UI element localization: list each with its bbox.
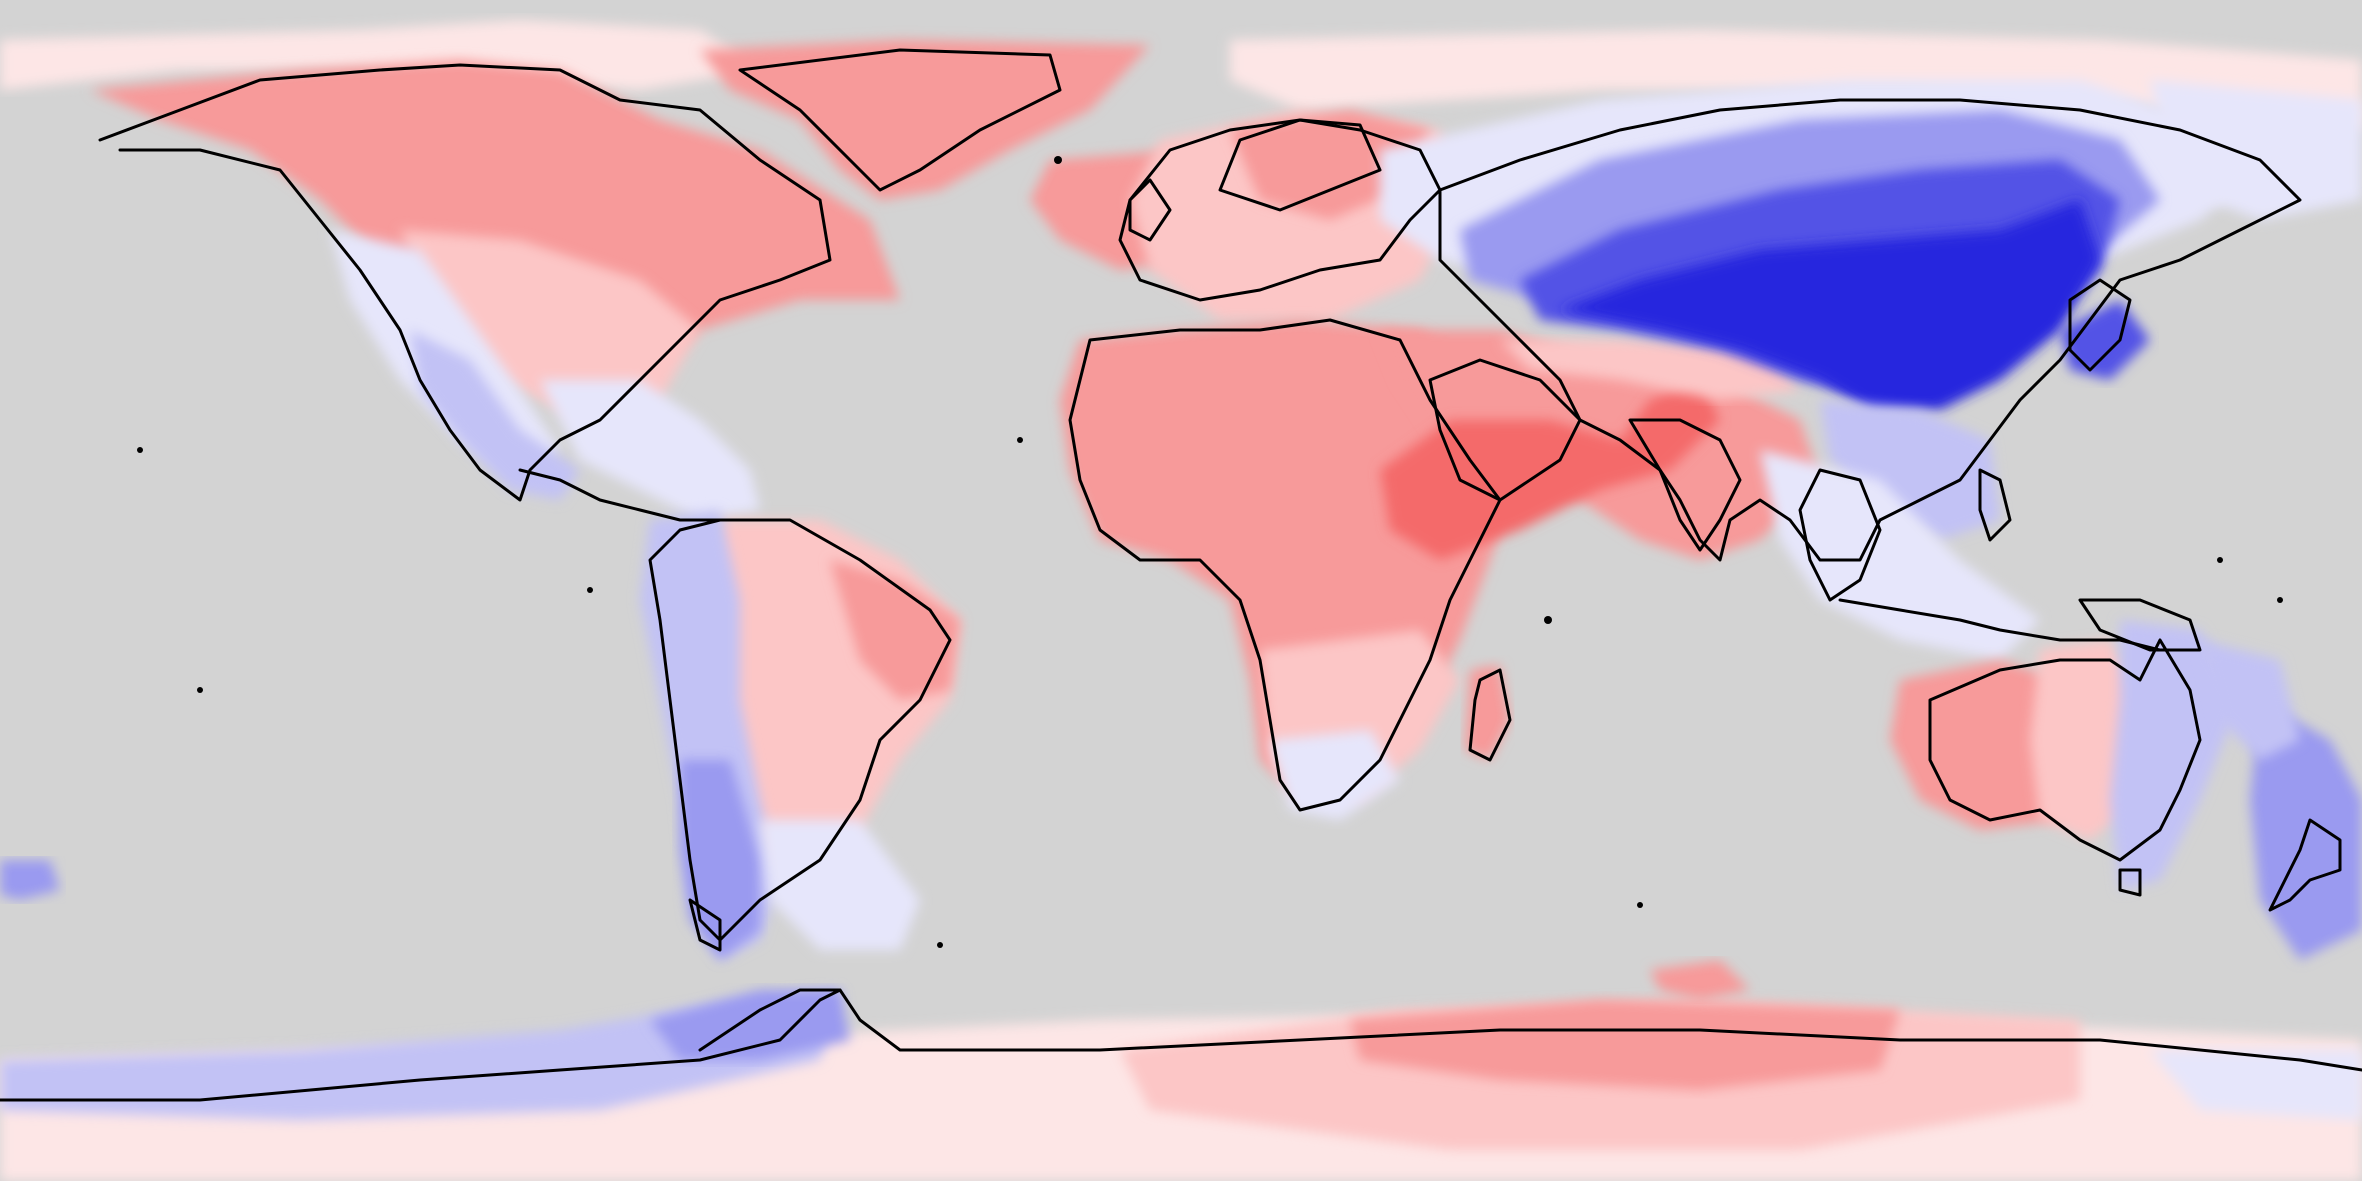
greenland-warm — [700, 40, 1150, 200]
island-dot — [1054, 156, 1062, 164]
far-east-faint-cool — [2150, 80, 2362, 220]
island-dot — [197, 687, 203, 693]
coast-antarctic-peninsula — [698, 988, 842, 1052]
china-south-light-cool — [1820, 400, 2000, 540]
coast-australia — [1928, 638, 2202, 862]
coastlines — [0, 48, 2362, 1102]
coast-philippines — [1978, 468, 2012, 542]
coast-madagascar — [1468, 668, 1512, 762]
antarctic-peninsula-cool — [650, 990, 850, 1060]
arabia-india-strong-warm — [1380, 380, 1720, 560]
madagascar-warm — [1465, 665, 1510, 760]
island-dot — [1544, 616, 1552, 624]
australia-west-warm — [1890, 660, 2080, 830]
southern-cone-faint-cool — [760, 820, 920, 950]
island-dot — [1637, 902, 1643, 908]
coast-central-america — [518, 468, 722, 522]
coast-asia — [1438, 98, 2302, 562]
island-dot — [937, 942, 943, 948]
arctic-faint-warm-band — [0, 20, 760, 90]
himalaya-light-warm — [1500, 340, 1800, 400]
coast-new-zealand — [2268, 818, 2342, 912]
coast-tasmania — [2118, 868, 2142, 897]
central-america-faint-cool — [540, 380, 760, 520]
tasman-light-cool — [2200, 640, 2300, 760]
coast-indochina — [1798, 468, 1882, 602]
coast-uk — [1128, 178, 1172, 242]
island-dot — [1017, 437, 1023, 443]
coast-africa — [1068, 318, 1502, 812]
island-dot — [2217, 557, 2223, 563]
coast-europe — [1118, 118, 1442, 302]
coast-north-america — [98, 63, 832, 502]
brazil-warm — [830, 560, 960, 700]
coast-arabia — [1428, 358, 1582, 502]
mexico-light-cool — [410, 330, 580, 500]
coast-indonesia — [1838, 598, 2162, 652]
island-dots — [137, 156, 2283, 948]
coast-greenland — [738, 48, 1062, 192]
kerguelen-warm — [1650, 960, 1750, 1000]
island-dot — [137, 447, 143, 453]
antarctica-west-light-cool — [0, 990, 840, 1120]
coast-antarctica — [0, 988, 2362, 1102]
coast-scandinavia — [1218, 118, 1382, 212]
coast-south-america — [648, 518, 952, 942]
cape-faint-cool — [1270, 730, 1400, 820]
north-america-warm — [90, 60, 900, 380]
arctic-eurasia-faint-band — [1230, 30, 2362, 130]
japan-strong-cool — [2060, 300, 2150, 380]
north-america-east-light-warm — [400, 230, 700, 420]
island-dot — [587, 587, 593, 593]
antarctica-east-warm — [1350, 1000, 1900, 1090]
south-pacific-cool-patch — [0, 860, 60, 900]
southeast-asia-faint-cool — [1760, 450, 2040, 660]
coast-japan — [2068, 278, 2132, 372]
antarctica-ross-faint-cool — [2150, 1050, 2362, 1120]
australia-east-light-cool — [2110, 620, 2240, 890]
patagonia-cool — [680, 760, 760, 960]
coast-new-guinea — [2078, 598, 2202, 652]
coast-india — [1628, 418, 1742, 552]
coast-tierra-del-fuego — [688, 898, 722, 952]
island-dot — [2277, 597, 2283, 603]
east-asia-deepest-cool — [1560, 200, 2100, 410]
